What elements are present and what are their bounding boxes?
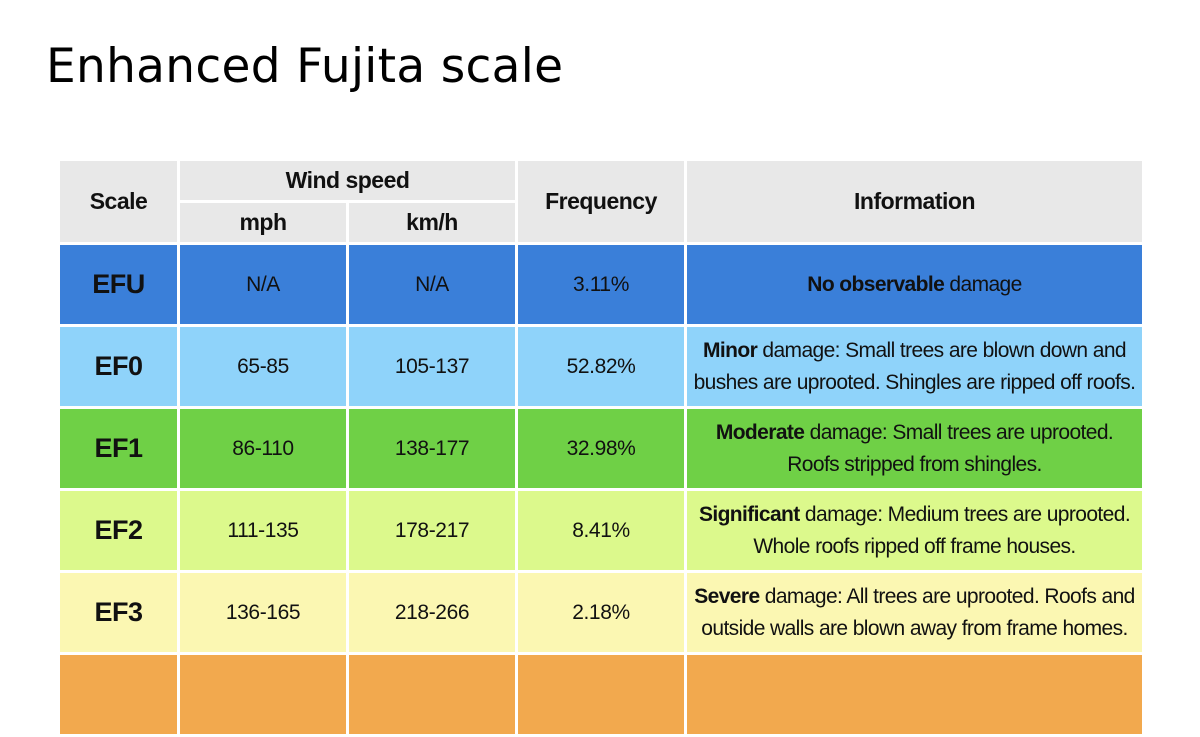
- frequency-cell: 8.41%: [518, 491, 684, 570]
- table-row-partial: [60, 655, 1142, 734]
- kmh-cell: N/A: [349, 245, 515, 324]
- partial-cell: [349, 655, 515, 734]
- table-row: EF0 65-85 105-137 52.82% Minor damage: S…: [60, 327, 1142, 406]
- partial-cell: [60, 655, 177, 734]
- mph-cell: N/A: [180, 245, 346, 324]
- header-information: Information: [687, 161, 1142, 242]
- information-cell: No observable damage: [687, 245, 1142, 324]
- damage-description: damage: [944, 272, 1022, 296]
- damage-level: Severe: [694, 584, 760, 608]
- information-cell: Significant damage: Medium trees are upr…: [687, 491, 1142, 570]
- slide-title: Enhanced Fujita scale: [46, 39, 564, 94]
- damage-level: Minor: [703, 338, 758, 362]
- kmh-cell: 105-137: [349, 327, 515, 406]
- damage-description: damage: Small trees are blown down and b…: [693, 338, 1136, 394]
- frequency-cell: 32.98%: [518, 409, 684, 488]
- mph-cell: 136-165: [180, 573, 346, 652]
- table-row: EF2 111-135 178-217 8.41% Significant da…: [60, 491, 1142, 570]
- partial-cell: [180, 655, 346, 734]
- mph-cell: 111-135: [180, 491, 346, 570]
- information-cell: Moderate damage: Small trees are uproote…: [687, 409, 1142, 488]
- scale-cell: EFU: [60, 245, 177, 324]
- kmh-cell: 138-177: [349, 409, 515, 488]
- mph-cell: 86-110: [180, 409, 346, 488]
- header-scale: Scale: [60, 161, 177, 242]
- partial-cell: [687, 655, 1142, 734]
- scale-cell: EF0: [60, 327, 177, 406]
- information-cell: Minor damage: Small trees are blown down…: [687, 327, 1142, 406]
- ef-scale-table: Scale Wind speed Frequency Information m…: [57, 158, 1145, 737]
- kmh-cell: 218-266: [349, 573, 515, 652]
- scale-cell: EF1: [60, 409, 177, 488]
- header-frequency: Frequency: [518, 161, 684, 242]
- damage-description: damage: All trees are uprooted. Roofs an…: [701, 584, 1135, 640]
- kmh-cell: 178-217: [349, 491, 515, 570]
- damage-level: Significant: [698, 502, 800, 526]
- table-row: EF1 86-110 138-177 32.98% Moderate damag…: [60, 409, 1142, 488]
- damage-description: damage: Small trees are uprooted. Roofs …: [787, 420, 1114, 476]
- frequency-cell: 2.18%: [518, 573, 684, 652]
- scale-cell: EF2: [60, 491, 177, 570]
- mph-cell: 65-85: [180, 327, 346, 406]
- frequency-cell: 52.82%: [518, 327, 684, 406]
- header-kmh: km/h: [349, 203, 515, 242]
- header-mph: mph: [180, 203, 346, 242]
- partial-cell: [518, 655, 684, 734]
- frequency-cell: 3.11%: [518, 245, 684, 324]
- header-wind-speed: Wind speed: [180, 161, 515, 200]
- table-row: EF3 136-165 218-266 2.18% Severe damage:…: [60, 573, 1142, 652]
- damage-level: No observable: [807, 272, 945, 296]
- scale-cell: EF3: [60, 573, 177, 652]
- table-row: EFU N/A N/A 3.11% No observable damage: [60, 245, 1142, 324]
- information-cell: Severe damage: All trees are uprooted. R…: [687, 573, 1142, 652]
- damage-description: damage: Medium trees are uprooted. Whole…: [753, 502, 1131, 558]
- damage-level: Moderate: [715, 420, 805, 444]
